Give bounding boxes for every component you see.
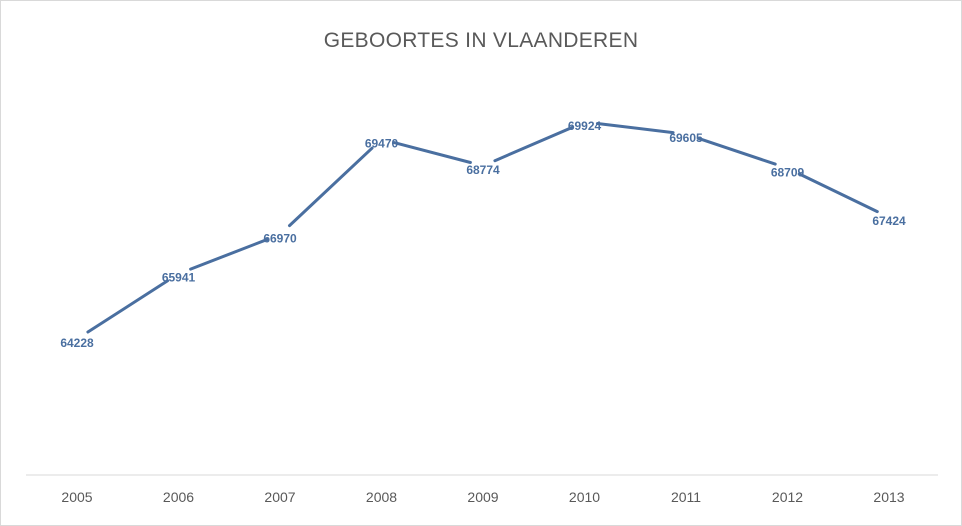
series-line-segment xyxy=(696,136,777,166)
x-tick-label: 2009 xyxy=(467,489,498,505)
series-line-segment xyxy=(189,237,270,271)
data-label: 67424 xyxy=(872,214,906,228)
series-line-segment xyxy=(392,141,472,164)
data-label: 66970 xyxy=(263,232,297,246)
series-line-segment xyxy=(595,122,675,135)
data-label: 69605 xyxy=(669,131,703,145)
data-label: 65941 xyxy=(162,271,196,285)
data-label: 68774 xyxy=(466,163,500,177)
x-tick-label: 2006 xyxy=(163,489,194,505)
x-tick-label: 2013 xyxy=(873,489,904,505)
series-line-segment xyxy=(797,172,879,214)
x-tick-label: 2010 xyxy=(569,489,600,505)
data-label: 64228 xyxy=(60,336,94,350)
series-line-segment xyxy=(493,125,575,163)
data-label: 69924 xyxy=(568,119,602,133)
x-tick-label: 2007 xyxy=(264,489,295,505)
series-line-segment xyxy=(288,146,374,228)
series-line-segment xyxy=(86,279,170,334)
x-tick-label: 2008 xyxy=(366,489,397,505)
data-label: 69470 xyxy=(365,136,399,150)
x-tick-label: 2011 xyxy=(671,489,701,505)
chart-title: GEBOORTES IN VLAANDEREN xyxy=(323,29,639,52)
data-labels: 64228 65941 66970 69470 68774 69924 69605 68709… xyxy=(60,119,906,350)
x-axis-ticks: 2005 2006 2007 2008 2009 2010 2011 2012 2013 xyxy=(61,489,904,505)
x-tick-label: 2012 xyxy=(772,489,803,505)
x-tick-label: 2005 xyxy=(61,489,92,505)
series-group xyxy=(86,122,879,334)
data-label: 68709 xyxy=(771,165,805,179)
